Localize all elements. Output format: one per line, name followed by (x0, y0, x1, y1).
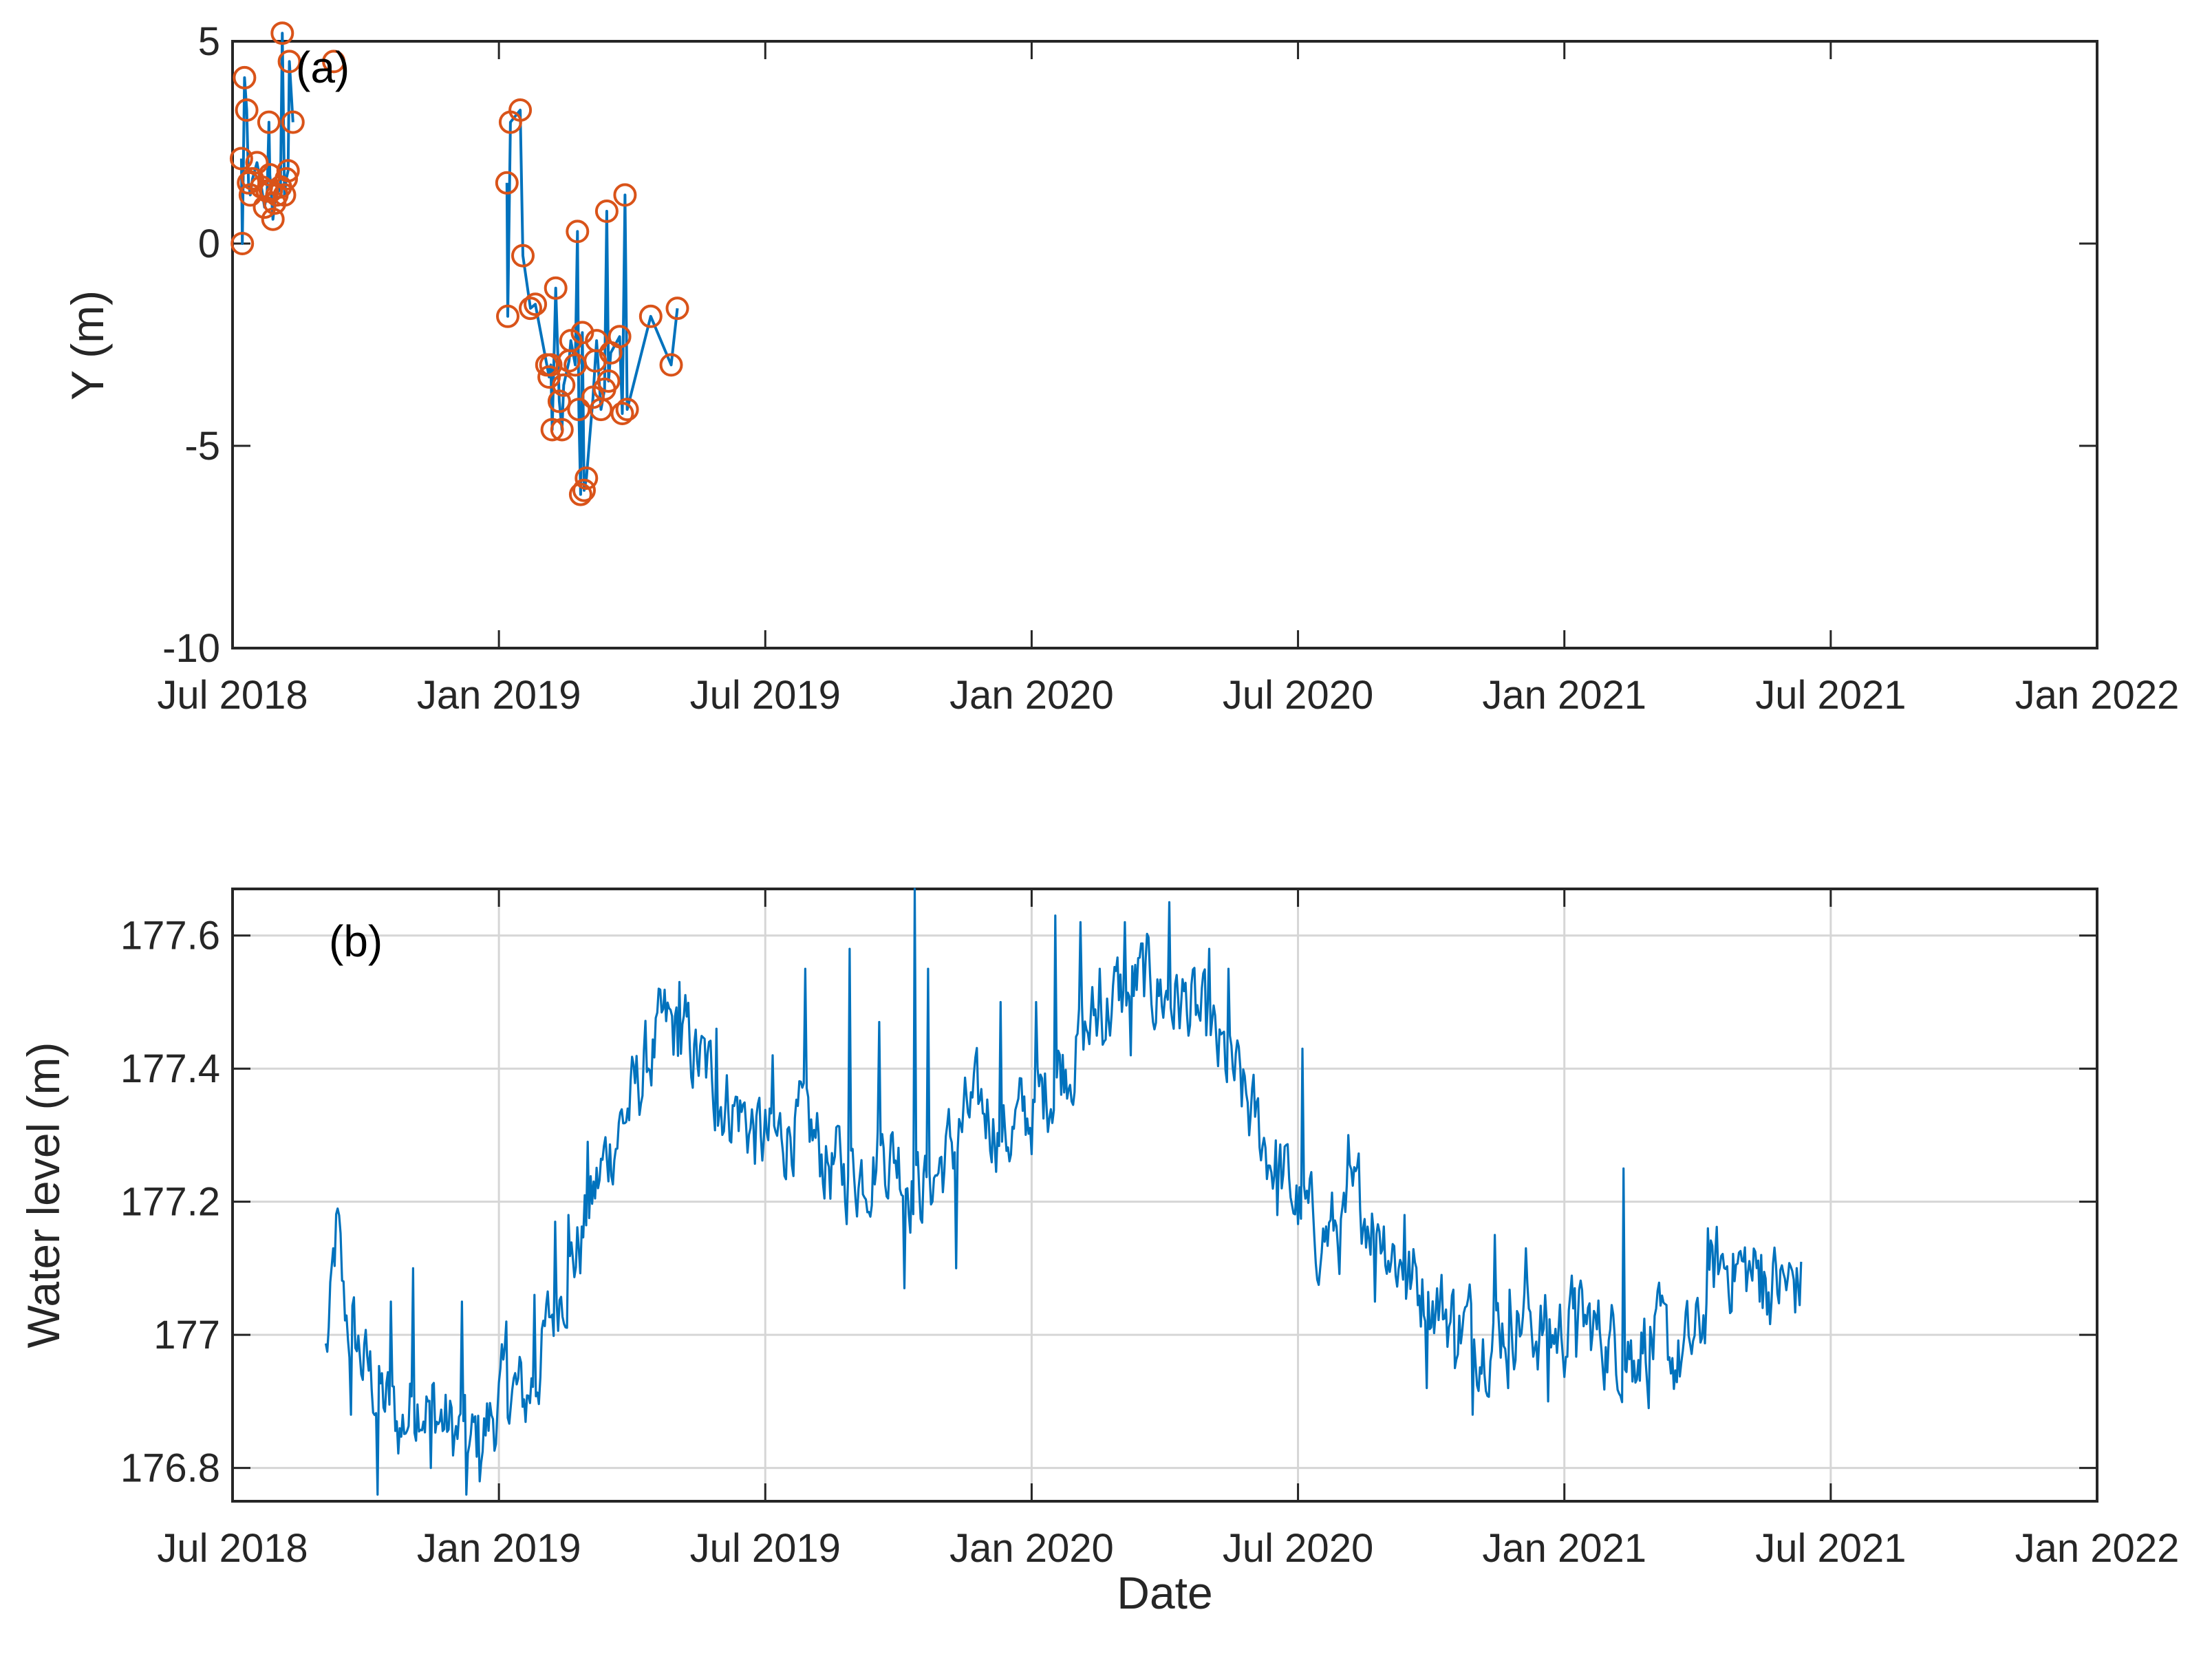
x-tick-label: Jan 2019 (417, 673, 581, 718)
data-point-marker (511, 244, 535, 268)
data-point-marker (233, 65, 257, 89)
data-point-marker (608, 325, 632, 349)
data-point-marker (570, 321, 594, 345)
x-tick-label: Jan 2020 (949, 673, 1114, 718)
data-point-marker (235, 98, 259, 122)
y-tick-label: -5 (184, 424, 220, 469)
panel-b-axes-box (231, 888, 2098, 1503)
data-point-marker (245, 151, 269, 175)
data-point-marker (276, 159, 300, 183)
x-tick-label: Jul 2021 (1755, 673, 1906, 718)
panel-b-y-axis-label: Water level (m) (18, 1042, 69, 1349)
x-tick-label: Jul 2018 (157, 1526, 308, 1571)
y-tick-label: 177 (153, 1313, 220, 1357)
y-tick-label: 176.8 (120, 1446, 220, 1491)
data-point-marker (567, 398, 591, 422)
x-tick-label: Jul 2019 (690, 673, 841, 718)
data-point-marker (575, 466, 599, 490)
data-point-marker (544, 276, 568, 300)
data-point-marker (508, 98, 533, 122)
data-point-marker (539, 353, 563, 377)
y-tick-label: 5 (198, 19, 220, 64)
x-tick-label: Jul 2021 (1755, 1526, 1906, 1571)
x-tick-label: Jan 2019 (417, 1526, 581, 1571)
data-point-marker (568, 482, 592, 506)
panel-b: (b) Water level (m) Date Jul 2018 Jan 201… (18, 888, 2180, 1618)
y-tick-label: 177.6 (120, 914, 220, 958)
x-tick-label: Jul 2019 (690, 1526, 841, 1571)
data-point-marker (275, 166, 299, 191)
panel-a-y-axis-label: Y (m) (62, 290, 113, 400)
panel-b-label: (b) (329, 916, 383, 966)
x-tick-label: Jul 2020 (1223, 1526, 1373, 1571)
data-point-marker (665, 297, 689, 321)
data-point-marker (552, 373, 576, 397)
data-point-marker (610, 402, 634, 425)
data-point-marker (257, 110, 281, 134)
data-point-marker (272, 183, 297, 207)
panel-b-x-axis-label: Date (1117, 1567, 1212, 1618)
data-point-marker (524, 292, 548, 316)
y-tick-label: -10 (162, 626, 220, 671)
x-tick-label: Jan 2022 (2015, 673, 2180, 718)
y-tick-label: 177.4 (120, 1046, 220, 1091)
data-point-marker (613, 183, 637, 207)
data-point-marker (322, 50, 346, 74)
data-point-marker (559, 329, 583, 353)
data-point-marker (270, 21, 294, 45)
data-point-marker (277, 50, 301, 74)
x-tick-label: Jul 2020 (1223, 673, 1373, 718)
data-point-marker (496, 304, 519, 328)
panel-a-label: (a) (296, 43, 350, 92)
x-tick-label: Jan 2021 (1482, 673, 1646, 718)
data-point-marker (659, 353, 683, 377)
x-tick-label: Jan 2020 (949, 1526, 1114, 1571)
data-point-marker (519, 297, 542, 321)
data-point-marker (638, 304, 663, 328)
series-y-line (505, 109, 679, 496)
x-tick-label: Jan 2022 (2015, 1526, 2180, 1571)
data-point-marker (615, 398, 639, 422)
x-tick-label: Jul 2018 (157, 673, 308, 718)
data-point-marker (495, 171, 519, 195)
data-point-marker (253, 195, 277, 219)
panel-a-axes-box (231, 40, 2098, 649)
series-water-level-line (324, 888, 1803, 1496)
data-point-marker (229, 147, 253, 171)
data-point-marker (230, 232, 255, 255)
data-point-marker (566, 219, 590, 244)
y-tick-label: 177.2 (120, 1180, 220, 1225)
data-point-marker (547, 389, 571, 413)
y-tick-label: 0 (198, 222, 220, 266)
panel-a: (a) Y (m) Jul 2018 Jan 2019 Jul 2019 Jan 20… (62, 19, 2179, 718)
data-point-marker (540, 418, 564, 442)
data-point-marker (550, 418, 574, 442)
data-point-marker (572, 478, 596, 502)
data-point-marker (597, 369, 621, 393)
data-point-marker (594, 200, 619, 223)
data-point-marker (585, 329, 609, 353)
x-tick-label: Jan 2021 (1482, 1526, 1646, 1571)
data-point-marker (261, 207, 285, 231)
data-point-marker (281, 110, 305, 134)
data-point-marker (581, 385, 605, 409)
